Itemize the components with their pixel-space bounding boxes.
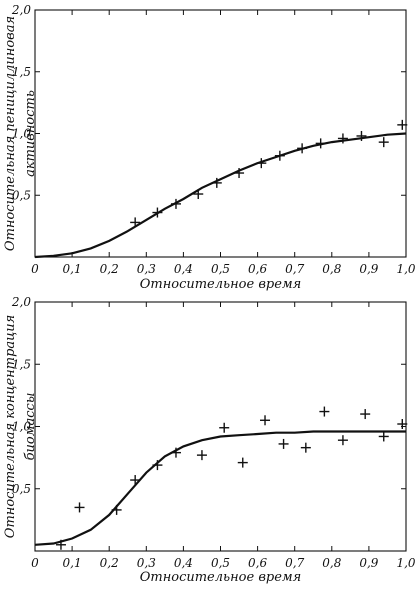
data-point — [193, 189, 204, 200]
x-tick-label: 0,3 — [137, 556, 156, 570]
data-point — [55, 539, 66, 550]
x-tick-label: 0,7 — [285, 556, 304, 570]
x-axis-title: Относительное время — [140, 570, 302, 585]
x-tick-label: 0,8 — [322, 262, 341, 276]
data-point — [397, 119, 408, 130]
data-point — [378, 137, 389, 148]
y-tick-label: 0,5 — [12, 482, 31, 496]
y-axis-title-line: Относительная пенициллиновая — [3, 16, 18, 251]
data-point — [170, 447, 181, 458]
y-tick-label: 1,0 — [12, 127, 31, 141]
data-point — [111, 504, 122, 515]
x-tick-label: 0,1 — [63, 556, 82, 570]
data-point — [260, 415, 271, 426]
data-point — [319, 406, 330, 417]
data-point — [152, 460, 163, 471]
y-tick-label: 1,5 — [12, 65, 31, 79]
y-tick-label: 1,5 — [12, 357, 31, 371]
data-point — [360, 409, 371, 420]
data-point — [356, 130, 367, 141]
x-tick-label: 1,0 — [396, 556, 415, 570]
x-tick-label: 0,5 — [211, 556, 230, 570]
x-tick-label: 0,4 — [174, 262, 193, 276]
data-point — [130, 475, 141, 486]
fitted-curve — [34, 132, 407, 259]
x-tick-label: 0,9 — [359, 556, 378, 570]
penicillin-activity-chart: 0 0,1 0,2 0,3 0,4 0,5 0,6 0,7 0,8 0,9 1,0 0,5 1,0 1,5… — [3, 3, 416, 292]
data-point — [297, 143, 308, 154]
data-point — [378, 431, 389, 442]
data-point — [130, 217, 141, 228]
plot-frame — [34, 301, 407, 552]
x-tick-label: 0,2 — [100, 262, 119, 276]
x-tick-label: 0,6 — [248, 556, 267, 570]
x-tick-label: 0,3 — [137, 262, 156, 276]
data-point — [300, 442, 311, 453]
data-point — [196, 450, 207, 461]
data-point — [274, 150, 285, 161]
data-point — [256, 158, 267, 169]
y-tick-label: 2,0 — [11, 3, 31, 17]
data-point — [211, 177, 222, 188]
biomass-concentration-chart: 0 0,1 0,2 0,3 0,4 0,5 0,6 0,7 0,8 0,9 1,0 0,5 1,0 1,5… — [3, 295, 416, 585]
data-point — [237, 457, 248, 468]
x-axis-title: Относительное время — [140, 277, 302, 292]
x-tick-label: 0,7 — [285, 262, 304, 276]
x-tick-label: 0,2 — [100, 556, 119, 570]
x-tick-label: 0,5 — [211, 262, 230, 276]
data-point — [74, 502, 85, 513]
data-point — [337, 435, 348, 446]
data-point — [234, 168, 245, 179]
y-axis-title-line: активность — [23, 90, 38, 177]
fitted-curve — [34, 430, 406, 546]
x-tick-label: 0,8 — [322, 556, 341, 570]
data-point — [278, 438, 289, 449]
data-point — [337, 133, 348, 144]
x-tick-label: 0 — [31, 556, 39, 570]
x-tick-label: 1,0 — [396, 262, 415, 276]
data-point — [397, 419, 408, 430]
x-tick-label: 0,9 — [359, 262, 378, 276]
y-axis-title-line: Относительная концентрация — [3, 315, 18, 538]
y-tick-label: 0,5 — [12, 188, 31, 202]
y-tick-label: 1,0 — [12, 420, 31, 434]
data-point — [152, 207, 163, 218]
data-point — [170, 198, 181, 209]
x-tick-label: 0 — [31, 262, 39, 276]
y-tick-label: 2,0 — [11, 295, 31, 309]
x-tick-label: 0,6 — [248, 262, 267, 276]
data-point — [219, 422, 230, 433]
y-axis-title-line: биомассы — [23, 393, 38, 461]
x-tick-label: 0,1 — [63, 262, 82, 276]
plot-frame — [34, 9, 407, 258]
data-point — [315, 138, 326, 149]
x-tick-label: 0,4 — [174, 556, 193, 570]
